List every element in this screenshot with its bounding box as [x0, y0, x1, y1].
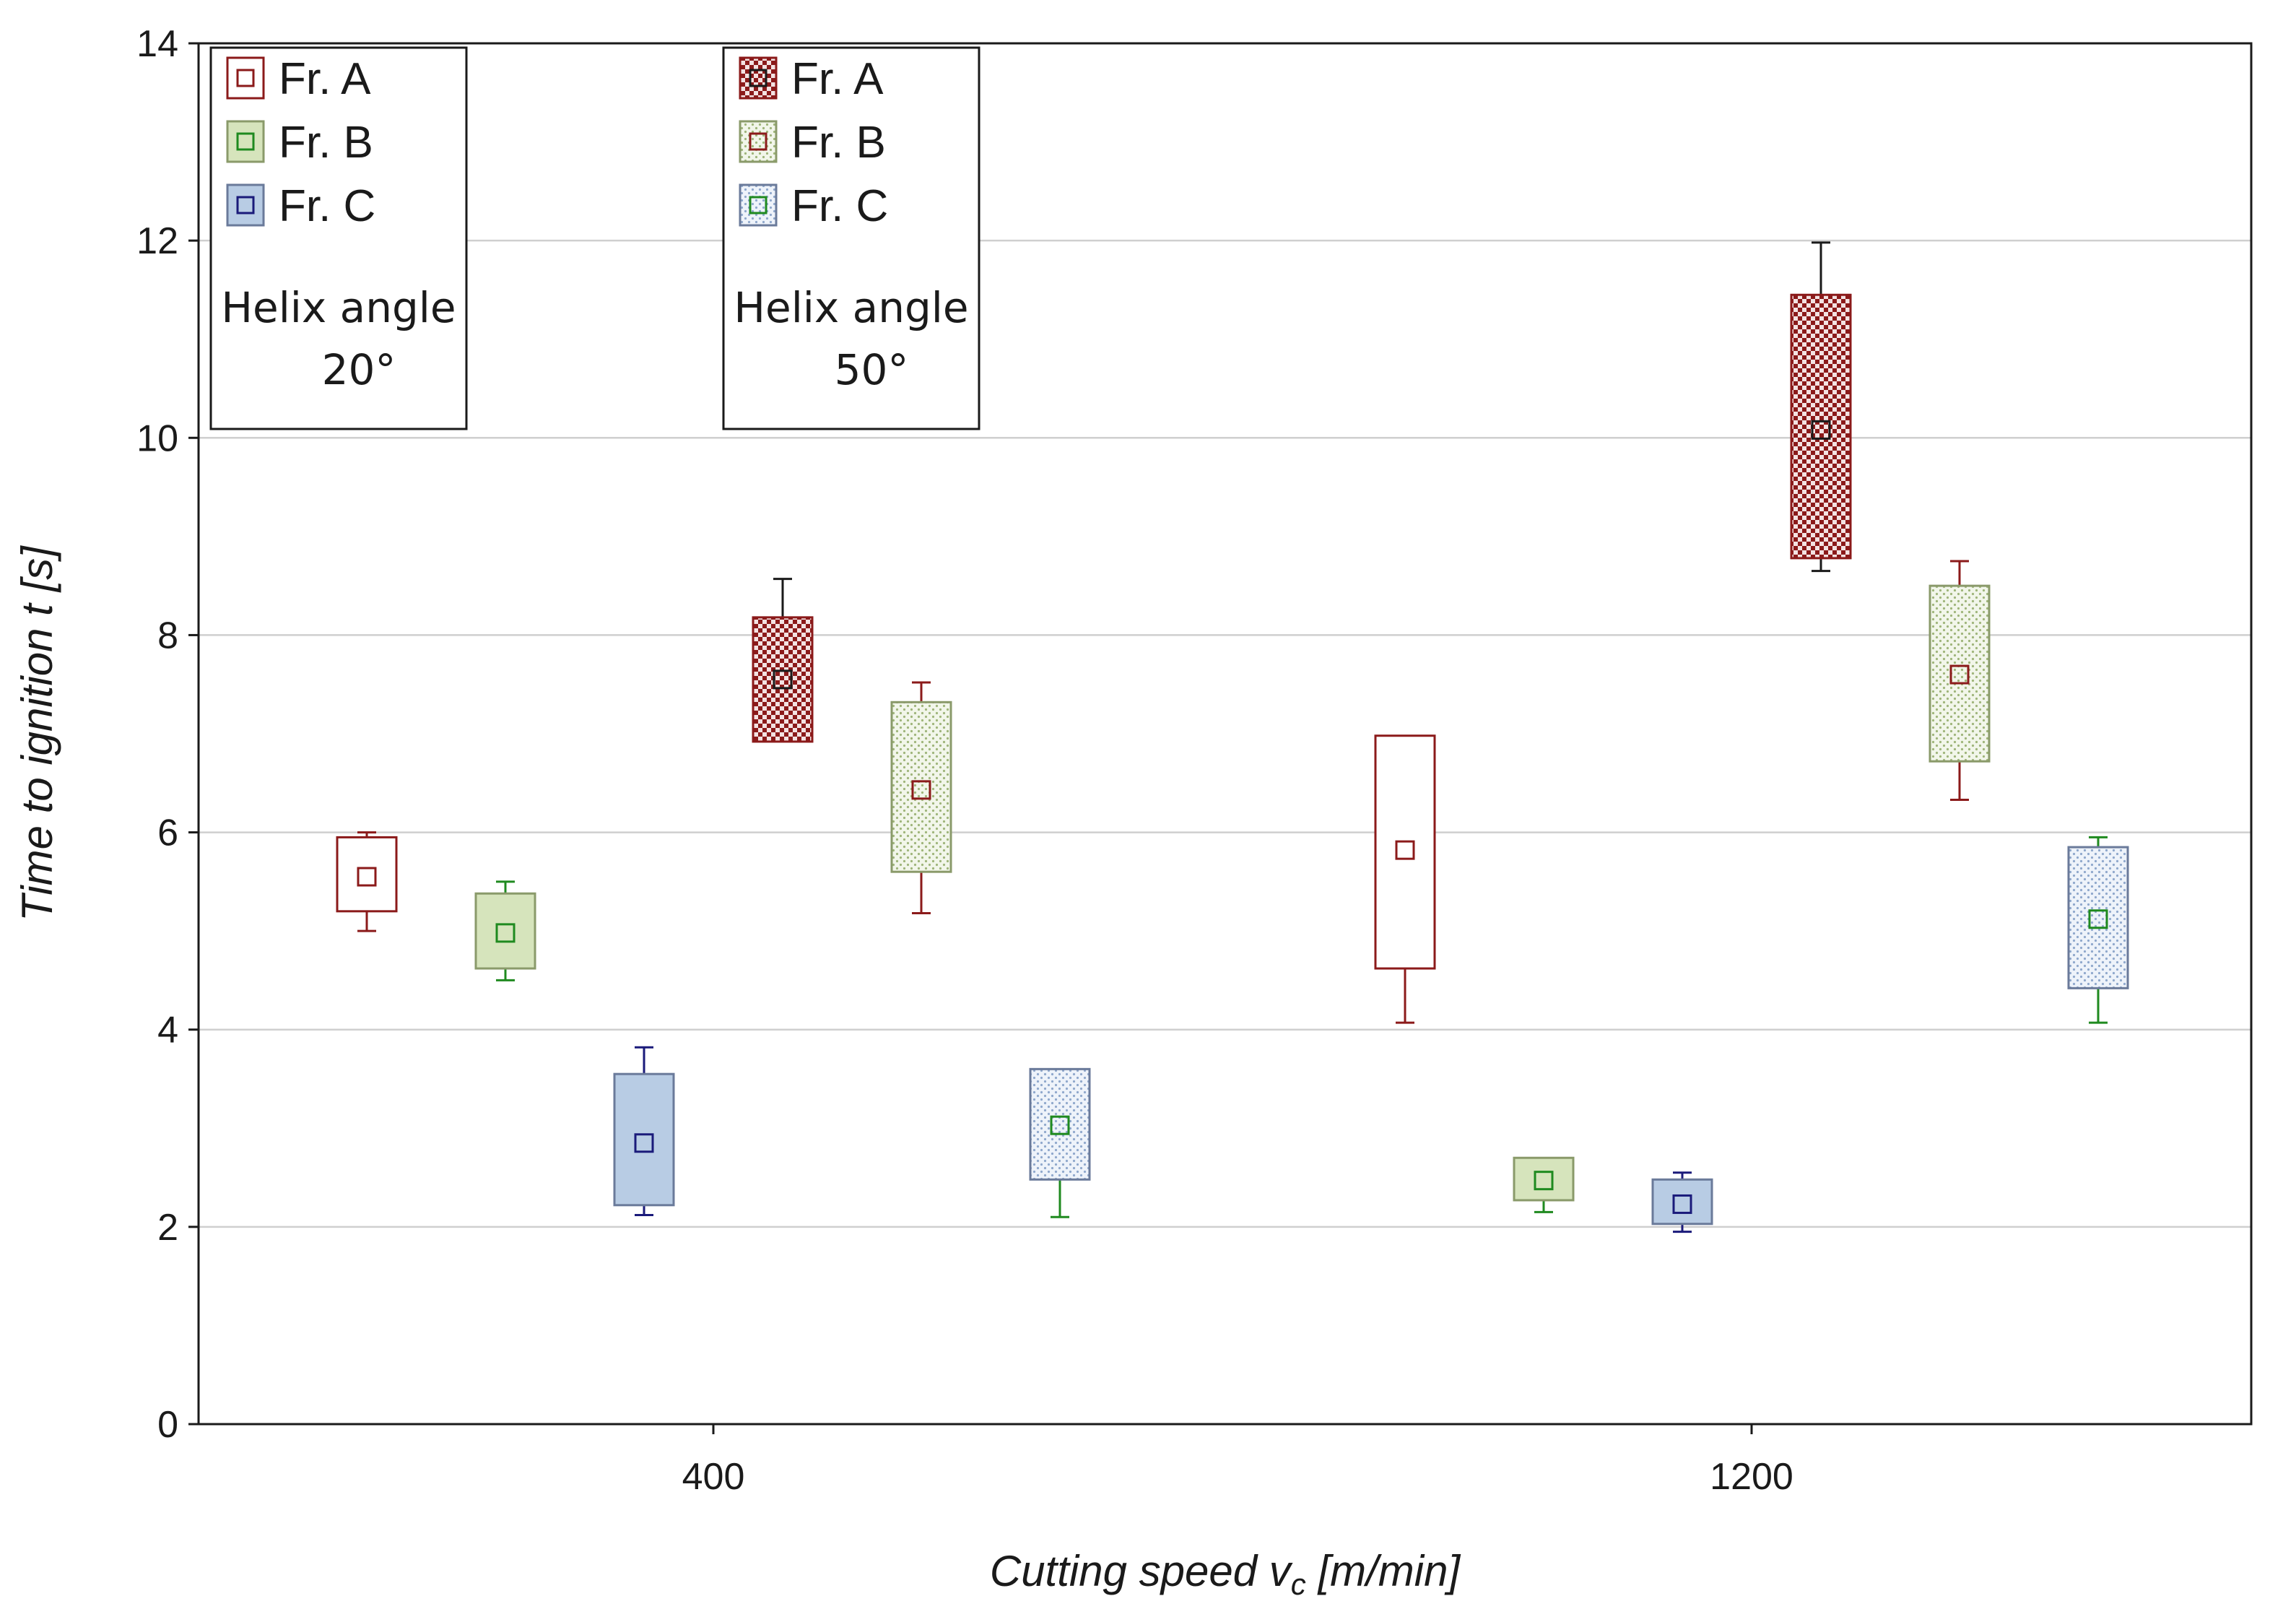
box-frb-50deg-400	[890, 681, 952, 915]
x-tick-label-1200: 1200	[1710, 1456, 1793, 1498]
box-body	[1928, 584, 1991, 763]
legend-item-frc: Fr. C	[226, 181, 375, 231]
box-fra-20deg-400	[336, 831, 398, 932]
box-fra-50deg-1200	[1790, 241, 1852, 573]
legend-title: Helix angle	[221, 283, 456, 332]
legend-label: Fr. A	[791, 54, 884, 104]
box-frc-50deg-1200	[2067, 836, 2129, 1024]
legend-value: 50°	[835, 345, 909, 394]
legend-value: 20°	[322, 345, 396, 394]
y-tick-label-10: 10	[136, 417, 178, 459]
legend-label: Fr. B	[279, 118, 373, 168]
y-tick-label-6: 6	[157, 812, 178, 854]
mean-marker	[2088, 909, 2108, 929]
legend-swatch	[739, 183, 778, 227]
y-tick-label-12: 12	[136, 220, 178, 262]
mean-marker	[1811, 420, 1831, 440]
legend-swatch-marker	[236, 196, 255, 214]
x-axis-title: Cutting speed vc [m/min]	[990, 1547, 1461, 1601]
box-body	[613, 1072, 675, 1207]
plot-area-frame	[197, 42, 2253, 1426]
legend-item-frb: Fr. B	[226, 118, 373, 168]
legend-label: Fr. C	[791, 181, 888, 231]
box-frb-20deg-1200	[1513, 1156, 1575, 1213]
gridlines	[199, 239, 2251, 1228]
legend-title: Helix angle	[734, 283, 968, 332]
box-body	[1651, 1178, 1713, 1226]
mean-marker	[634, 1133, 654, 1153]
mean-marker	[1672, 1194, 1692, 1214]
box-fra-50deg-400	[752, 578, 814, 743]
box-body	[890, 701, 952, 873]
legend-swatch-marker	[236, 132, 255, 151]
mean-marker	[1534, 1171, 1554, 1191]
legend-swatch	[739, 120, 778, 163]
box-body	[1374, 734, 1436, 970]
mean-marker	[495, 923, 516, 943]
legend-item-frc: Fr. C	[739, 181, 888, 231]
legend-item-frb: Fr. B	[739, 118, 886, 168]
legend-swatch-marker	[749, 132, 767, 151]
x-tick-label-400: 400	[682, 1456, 745, 1498]
box-body	[1029, 1067, 1091, 1181]
axes: 0 2 4 6 8 10 12 14 400 1200	[136, 23, 1793, 1498]
box-frc-20deg-1200	[1651, 1171, 1713, 1233]
legend-frame	[722, 46, 980, 430]
x-axis-title-main: Cutting speed v	[990, 1547, 1293, 1595]
legend-item-fra: Fr. A	[739, 54, 884, 104]
legend-helix-50deg: Fr. A Fr. B Fr. C Helix angle 50°	[722, 46, 980, 430]
box-body	[2067, 846, 2129, 989]
y-tick-label-4: 4	[157, 1010, 178, 1051]
y-tick-label-14: 14	[136, 23, 178, 65]
box-body	[474, 892, 536, 970]
mean-marker	[1949, 664, 1970, 685]
legend-swatch	[226, 120, 265, 163]
box-frb-50deg-1200	[1928, 560, 1991, 802]
box-frc-20deg-400	[613, 1046, 675, 1216]
mean-marker	[1050, 1115, 1070, 1135]
mean-marker	[1395, 840, 1415, 860]
legend-item-fra: Fr. A	[226, 54, 371, 104]
box-body	[336, 836, 398, 913]
legend-swatch-marker	[236, 69, 255, 87]
legend-helix-20deg: Fr. A Fr. B Fr. C Helix angle 20°	[209, 46, 468, 430]
legend-label: Fr. C	[279, 181, 375, 231]
y-tick-label-0: 0	[157, 1404, 178, 1446]
x-axis-title-subscript: c	[1291, 1567, 1306, 1601]
box-frc-50deg-400	[1029, 1067, 1091, 1218]
y-tick-label-8: 8	[157, 615, 178, 656]
legend-label: Fr. A	[279, 54, 371, 104]
box-fra-20deg-1200	[1374, 734, 1436, 1024]
y-tick-label-2: 2	[157, 1207, 178, 1249]
mean-marker	[911, 780, 931, 800]
box-frb-20deg-400	[474, 880, 536, 981]
mean-marker	[773, 669, 793, 690]
y-axis-title: Time to ignition t [s]	[13, 545, 61, 921]
mean-marker	[357, 867, 377, 887]
legend-swatch	[739, 56, 778, 100]
legend-swatch-marker	[749, 69, 767, 87]
legend-label: Fr. B	[791, 118, 886, 168]
legend-swatch-marker	[749, 196, 767, 214]
x-axis-title-unit: [m/min]	[1306, 1547, 1461, 1595]
box-body	[752, 616, 814, 743]
legend-swatch	[226, 56, 265, 100]
legend-frame	[209, 46, 468, 430]
box-series	[336, 241, 2129, 1233]
box-body	[1513, 1156, 1575, 1202]
box-body	[1790, 293, 1852, 560]
legend-swatch	[226, 183, 265, 227]
